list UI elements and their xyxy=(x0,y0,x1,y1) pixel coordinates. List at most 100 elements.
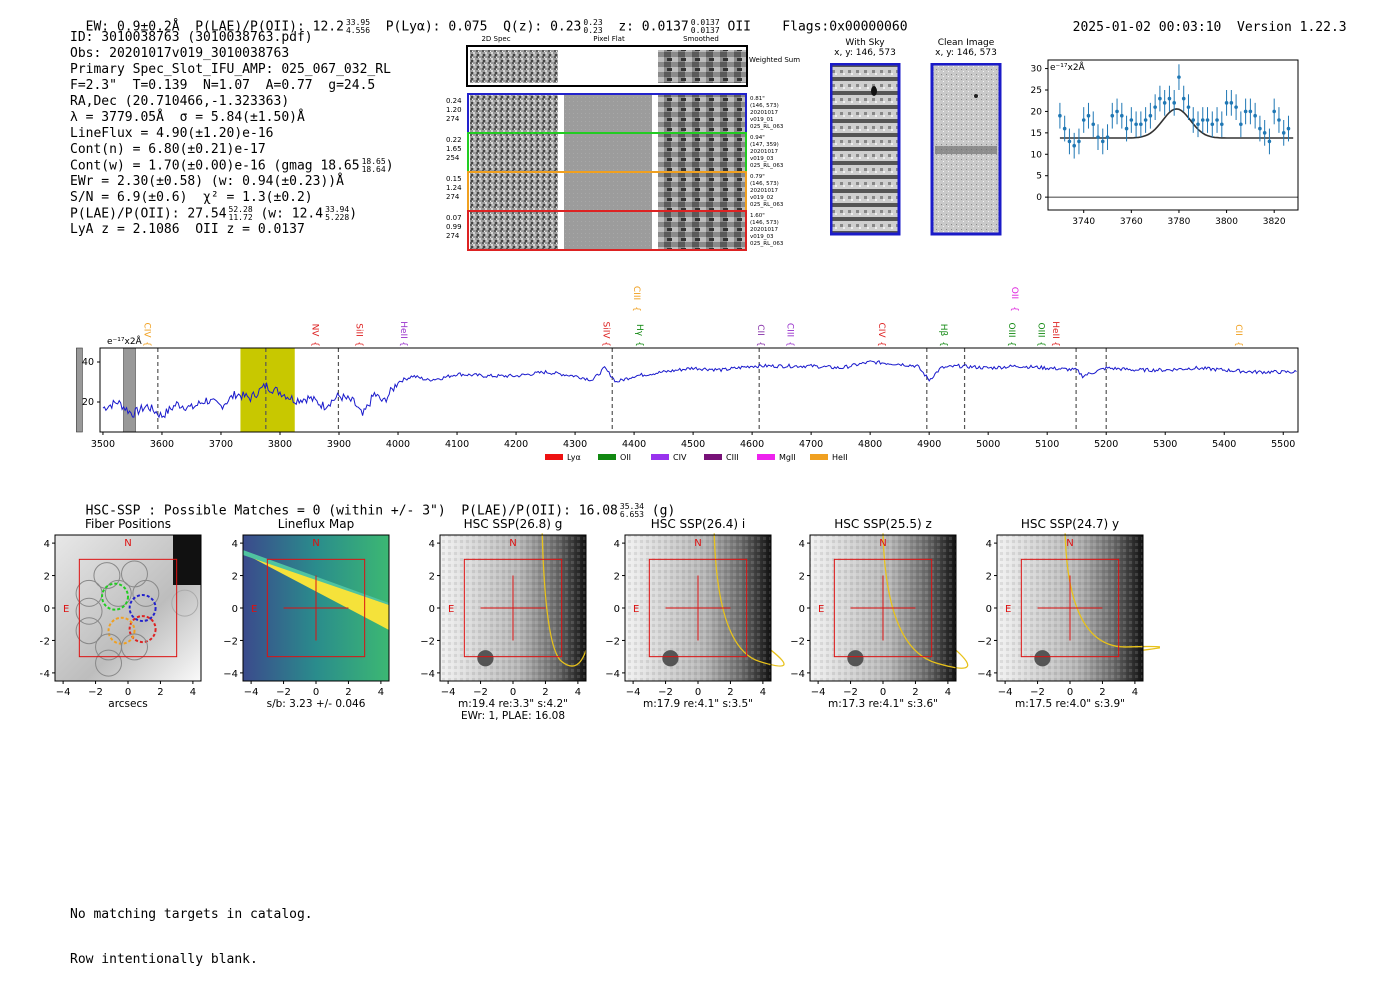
zoom-ytick-label: 30 xyxy=(1031,65,1043,75)
spectrum-xtick-label: 5000 xyxy=(976,439,1000,450)
header-version: Version 1.22.3 xyxy=(1237,20,1347,35)
spectrum-annotation: CII xyxy=(755,324,765,336)
aperture-box-0 xyxy=(78,558,178,658)
zoom-point xyxy=(1286,126,1291,131)
zoom-ytick-label: 5 xyxy=(1036,172,1042,182)
hsc-panel-title-1: Lineflux Map xyxy=(278,517,354,531)
header-z: z: 0.0137 xyxy=(618,19,689,35)
cutout-2dspec-0 xyxy=(470,95,558,132)
zoom-point xyxy=(1243,109,1248,114)
zoom-point xyxy=(1186,105,1191,109)
clean-image-title: Clean Image xyxy=(937,38,995,48)
hsc-xtick-label: 0 xyxy=(880,687,886,698)
zoom-point xyxy=(1277,118,1281,122)
zoom-point xyxy=(1281,131,1286,135)
hsc-ytick-label: 2 xyxy=(44,572,50,583)
header-qz: Q(z): 0.23 xyxy=(503,19,582,35)
compass-north-1: N xyxy=(312,538,319,549)
zoom-point xyxy=(1110,113,1115,118)
clean-image-coords: x, y: 146, 573 xyxy=(935,48,997,58)
cutout-right-3-0: 1.60" xyxy=(750,213,765,219)
fiber-circle xyxy=(93,562,121,590)
spectrum-annotation-bracket: { xyxy=(141,341,151,347)
legend-label-4: MgII xyxy=(779,453,796,462)
hsc-ytick-label: −2 xyxy=(223,636,238,647)
hsc-xtick-label: 4 xyxy=(1132,687,1138,698)
hsc-xtick-label: −4 xyxy=(56,687,71,698)
spectrum-xtick-label: 3700 xyxy=(209,439,233,450)
header-plae-hi: 33.95 xyxy=(345,18,371,27)
zoom-point xyxy=(1272,109,1276,114)
zoom-point xyxy=(1172,101,1176,105)
header-flags: Flags:0x00000060 xyxy=(782,19,908,35)
header-qz-lo: 0.23 xyxy=(583,26,603,35)
hsc-xtick-label: −4 xyxy=(244,687,259,698)
cutout-smoothed-0 xyxy=(658,95,746,132)
spectrum-xtick-label: 4300 xyxy=(563,439,587,450)
legend-swatch-0 xyxy=(545,454,563,460)
zoom-point xyxy=(1200,118,1205,122)
cutout-panel: 2D Spec Pixel Flat Smoothed Weighted Sum… xyxy=(446,35,800,251)
info-ewr: EWr = 2.30(±0.58) (w: 0.94(±0.23))Å xyxy=(70,174,344,189)
zoom-point xyxy=(1139,122,1143,127)
legend-swatch-2 xyxy=(651,454,669,460)
hsc-ytick-label: 2 xyxy=(986,572,992,583)
zoom-xtick-label: 3760 xyxy=(1120,217,1143,227)
spectrum-xtick-label: 4800 xyxy=(858,439,882,450)
hsc-xtick-label: −2 xyxy=(276,687,291,698)
cutout-right-0-2: 20201017 xyxy=(750,110,778,116)
hsc-ytick-label: 4 xyxy=(429,539,435,550)
cutout-left-1-2: 254 xyxy=(446,154,460,162)
info-contw-hi: 18.65 xyxy=(361,157,386,166)
hsc-faint-source-5 xyxy=(1034,650,1051,667)
zoom-xtick-label: 3740 xyxy=(1072,217,1095,227)
zoom-chart: 0 5 10 15 20 25 30 3740 3760 3780 3800 3820 e⁻¹⁷x2Å xyxy=(1031,59,1299,227)
cutout-left-1-0: 0.22 xyxy=(446,136,462,144)
header-z-lo: 0.0137 xyxy=(690,26,720,35)
zoom-point xyxy=(1196,122,1200,127)
hsc-xtick-label: −2 xyxy=(658,687,673,698)
hsc-panel-caption2-2: EWr: 1, PLAE: 16.08 xyxy=(461,710,565,722)
cutout-left-2-2: 274 xyxy=(446,193,460,201)
spectrum-ylabel: e⁻¹⁷x2Å xyxy=(107,335,143,347)
footer-line1: No matching targets in catalog. xyxy=(70,907,313,922)
spectrum-annotation-bracket: { xyxy=(1035,341,1045,347)
hsc-ytick-label: 0 xyxy=(232,604,238,615)
with-sky-title: With Sky xyxy=(845,38,885,48)
zoom-point xyxy=(1134,122,1138,127)
hsc-ytick-label: 2 xyxy=(429,572,435,583)
hsc-faint-source-3 xyxy=(662,650,679,667)
info-lambda: λ = 3779.05Å σ = 5.84(±1.50)Å xyxy=(70,110,305,125)
spectrum-xtick-label: 4900 xyxy=(917,439,941,450)
zoom-point xyxy=(1086,113,1091,118)
zoom-point xyxy=(1091,122,1096,127)
hsc-ellipse-arc-4 xyxy=(882,533,969,669)
cutout-right-3-1: (146, 573) xyxy=(750,220,779,226)
cutout-right-3-4: 025_RL_063 xyxy=(750,241,784,247)
aperture-box-2 xyxy=(463,558,563,658)
hsc-panel-caption-4: m:17.3 re:4.1" s:3.6" xyxy=(828,698,938,710)
header-bar: EW: 0.9±0.2Å P(LAE)/P(OII): 12.2 33.95 4.5… xyxy=(70,4,908,35)
cutout-flat-2 xyxy=(564,173,652,210)
zoom-xtick-label: 3800 xyxy=(1215,217,1238,227)
footer: No matching targets in catalog. Row inte… xyxy=(70,877,313,982)
aperture-box-1 xyxy=(266,558,366,658)
fiber-circle xyxy=(101,582,130,611)
cutout-right-0-4: 025_RL_063 xyxy=(750,124,784,130)
zoom-point xyxy=(1062,126,1067,131)
header-z-line: OII xyxy=(727,19,751,35)
hsc-panel-title-2: HSC SSP(26.8) g xyxy=(464,517,563,531)
hsc-ytick-label: −2 xyxy=(790,636,805,647)
spectrum-annotation: HeII xyxy=(398,321,408,339)
zoom-ytick-label: 0 xyxy=(1036,193,1042,203)
fiber-circle xyxy=(104,579,132,607)
spectrum-annotation-bracket: { xyxy=(785,341,795,347)
hsc-heading-hi: 35.34 xyxy=(619,502,644,511)
hsc-panel-title-5: HSC SSP(24.7) y xyxy=(1021,517,1119,531)
spectrum-annotation-bracket: { xyxy=(1006,341,1016,347)
spectrum-xtick-label: 3800 xyxy=(268,439,292,450)
zoom-point xyxy=(1229,101,1234,105)
cutout-right-2-4: 025_RL_063 xyxy=(750,202,784,208)
legend-label-0: Lyα xyxy=(567,453,581,462)
